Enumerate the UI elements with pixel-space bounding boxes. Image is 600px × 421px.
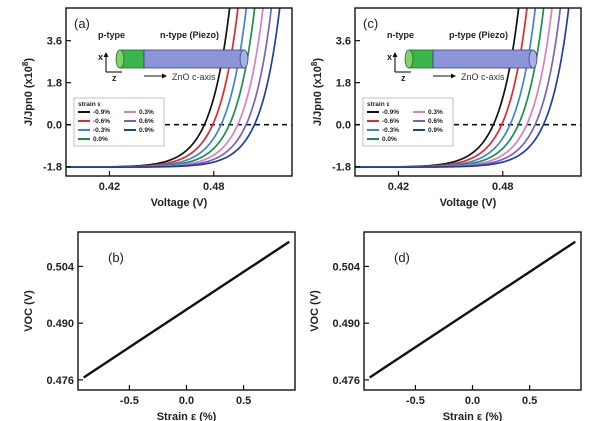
legend: strain ε-0.9% -0.6% -0.3% 0.0% 0.3% 0.6% 0.9% — [73, 97, 165, 147]
legend-entry: -0.9% — [93, 109, 110, 116]
x-axis-letter: x — [98, 52, 103, 62]
legend-entry: 0.0% — [382, 136, 397, 143]
y-tick-label: 0.504 — [332, 261, 360, 273]
chart-panel-b: -0.5 0.0 0.5 0.476 0.490 0.504 Strain ε (%) VOC… — [23, 231, 296, 421]
chart-panel-c: 0.42 0.48 -1.8 0.0 1.8 3.6 Voltage (V) J/Jpn0 (… — [310, 7, 582, 209]
y-tick-label: 1.8 — [336, 78, 351, 90]
chart-panel-d: -0.5 0.0 0.5 0.476 0.490 0.504 Strain ε (%) VOC… — [309, 231, 582, 421]
y-axis-label: VOC (V) — [309, 290, 321, 332]
legend-entry: 0.3% — [428, 109, 443, 116]
c-axis-arrowhead — [451, 73, 456, 79]
x-axis-label: Voltage (V) — [440, 197, 497, 209]
inset-right-label: p-type (Piezo) — [449, 30, 508, 40]
x-tick-label: 0.5 — [236, 395, 251, 407]
panel-label: (a) — [74, 16, 90, 31]
x-axis-label: Strain ε (%) — [157, 411, 217, 421]
legend: strain ε-0.9% -0.6% -0.3% 0.0% 0.3% 0.6% 0.9% — [362, 97, 454, 147]
panel-label: (d) — [394, 250, 410, 265]
y-tick-label: 0.504 — [46, 261, 74, 273]
y-tick-label: 0.476 — [46, 375, 74, 387]
plot-area — [66, 8, 292, 168]
y-axis-label-close: ) — [312, 58, 324, 62]
y-tick-label: 1.8 — [47, 78, 62, 90]
legend-entry: -0.3% — [382, 127, 399, 134]
y-axis-label-close: ) — [23, 58, 35, 62]
y-tick-label: 0.0 — [336, 120, 351, 132]
y-axis-label-main: J/Jpn0 (x10 — [23, 66, 35, 126]
legend-entry: 0.3% — [139, 109, 154, 116]
y-axis-label-main: J/Jpn0 (x10 — [312, 66, 324, 126]
legend-entry: 0.9% — [139, 127, 154, 134]
x-tick-label: 0.48 — [492, 181, 513, 193]
y-tick-label: 0.0 — [47, 120, 62, 132]
legend-entry: 0.9% — [428, 127, 443, 134]
nanowire-far-cap — [528, 49, 538, 69]
panel-label: (c) — [363, 16, 378, 31]
z-axis-letter: z — [401, 73, 406, 83]
y-tick-label: -1.8 — [43, 162, 62, 174]
inset-left-label: n-type — [387, 30, 414, 40]
x-tick-label: 0.42 — [99, 181, 120, 193]
y-tick-label: -1.8 — [332, 162, 351, 174]
y-axis-label: VOC (V) — [23, 290, 35, 332]
c-axis-label: ZnO c-axis — [461, 72, 505, 82]
y-axis-label: J/Jpn0 (x108) — [310, 58, 325, 126]
inset-left-label: p-type — [98, 30, 125, 40]
legend-entry: 0.6% — [139, 118, 154, 125]
y-tick-label: 0.490 — [332, 318, 360, 330]
y-axis-label-exponent: 8 — [310, 61, 319, 66]
voc-vs-strain-line — [83, 240, 290, 379]
c-axis-label: ZnO c-axis — [172, 72, 216, 82]
plot-frame — [354, 7, 582, 177]
x-axis-label: Strain ε (%) — [443, 411, 503, 421]
legend-entry: -0.6% — [382, 118, 399, 125]
y-axis-label: J/Jpn0 (x108) — [21, 58, 36, 126]
inset-nanowire-diagram: p-type n-type (Piezo) x z ZnO c-axis — [98, 30, 249, 83]
legend-entry: -0.3% — [93, 127, 110, 134]
x-tick-label: 0.0 — [179, 395, 194, 407]
iv-curve-strain-0p9pct — [66, 8, 281, 168]
y-tick-label: 0.490 — [46, 318, 74, 330]
legend-entry: -0.6% — [93, 118, 110, 125]
x-tick-label: 0.48 — [203, 181, 224, 193]
x-axis-label: Voltage (V) — [151, 197, 208, 209]
inset-nanowire-diagram: n-type p-type (Piezo) x z ZnO c-axis — [387, 30, 538, 83]
inset-right-label: n-type (Piezo) — [160, 30, 219, 40]
c-axis-arrowhead — [162, 73, 167, 79]
legend-entry: 0.0% — [93, 136, 108, 143]
x-tick-label: -0.5 — [406, 395, 425, 407]
chart-panel-a: 0.42 0.48 -1.8 0.0 1.8 3.6 Voltage (V) J/Jpn0 (… — [21, 7, 293, 209]
nanowire-end-cap — [115, 49, 125, 69]
y-tick-label: 0.476 — [332, 375, 360, 387]
y-tick-label: 3.6 — [47, 36, 62, 48]
nanowire-piezo-segment — [432, 49, 534, 69]
nanowire-far-cap — [239, 49, 249, 69]
voc-vs-strain-line — [369, 240, 576, 379]
nanowire-piezo-segment — [143, 49, 245, 69]
x-tick-label: -0.5 — [120, 395, 139, 407]
legend-title: strain ε — [78, 101, 101, 108]
x-tick-label: 0.0 — [465, 395, 480, 407]
panel-label: (b) — [108, 250, 124, 265]
y-axis-label-exponent: 8 — [21, 61, 30, 66]
plot-frame — [65, 7, 293, 177]
iv-curve-strain-0p9pct — [355, 8, 570, 168]
x-tick-label: 0.5 — [522, 395, 537, 407]
x-arrowhead — [103, 52, 109, 57]
legend-entry: -0.9% — [382, 109, 399, 116]
legend-title: strain ε — [367, 101, 390, 108]
x-axis-letter: x — [387, 52, 392, 62]
z-axis-letter: z — [112, 73, 117, 83]
x-tick-label: 0.42 — [388, 181, 409, 193]
x-arrowhead — [392, 52, 398, 57]
nanowire-end-cap — [404, 49, 414, 69]
legend-entry: 0.6% — [428, 118, 443, 125]
y-tick-label: 3.6 — [336, 36, 351, 48]
